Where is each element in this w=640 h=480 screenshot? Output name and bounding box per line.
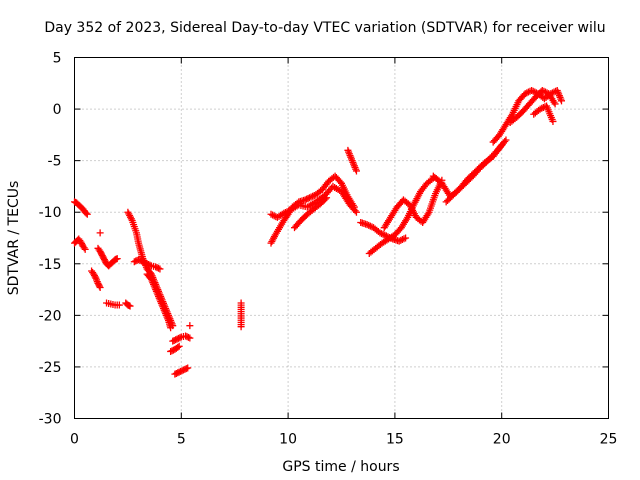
data-point bbox=[174, 343, 182, 351]
x-tick-label: 25 bbox=[600, 432, 618, 448]
data-point bbox=[501, 137, 509, 145]
data-point bbox=[549, 117, 557, 125]
y-tick-label: -30 bbox=[39, 412, 62, 428]
data-point bbox=[529, 87, 537, 95]
data-point bbox=[186, 322, 194, 330]
data-point bbox=[95, 282, 103, 290]
data-point bbox=[381, 231, 389, 239]
data-point bbox=[352, 167, 360, 175]
data-point bbox=[156, 265, 164, 273]
data-point bbox=[536, 105, 544, 113]
data-point bbox=[309, 192, 317, 200]
data-point bbox=[528, 87, 536, 95]
data-point bbox=[402, 234, 410, 242]
data-point bbox=[184, 333, 192, 341]
data-point bbox=[307, 193, 315, 201]
data-point bbox=[280, 209, 288, 217]
y-tick-labels: -30 -25 -20 -15 -10 -5 0 5 bbox=[39, 51, 62, 428]
data-point bbox=[127, 215, 135, 223]
data-point bbox=[323, 194, 331, 202]
data-point bbox=[96, 284, 104, 292]
data-point bbox=[538, 87, 546, 95]
data-point bbox=[395, 237, 403, 245]
data-point bbox=[305, 194, 313, 202]
data-point bbox=[267, 210, 275, 218]
data-point bbox=[400, 235, 408, 243]
data-point bbox=[365, 221, 373, 229]
data-point bbox=[176, 334, 184, 342]
y-tick-label: 0 bbox=[53, 102, 62, 118]
data-point bbox=[113, 255, 121, 263]
data-point bbox=[521, 90, 529, 98]
y-tick-label: -20 bbox=[39, 308, 62, 324]
data-point bbox=[558, 97, 566, 105]
chart-title: Day 352 of 2023, Sidereal Day-to-day VTE… bbox=[44, 20, 605, 36]
data-point bbox=[126, 302, 134, 310]
data-point bbox=[363, 221, 371, 229]
data-point bbox=[379, 230, 387, 238]
data-point bbox=[502, 136, 510, 144]
plot-frame bbox=[74, 57, 609, 419]
grid bbox=[74, 57, 609, 419]
x-tick-label: 20 bbox=[493, 432, 511, 448]
data-point bbox=[175, 342, 183, 350]
data-point bbox=[366, 222, 374, 230]
axis-ticks bbox=[74, 57, 609, 419]
data-point bbox=[146, 261, 154, 269]
x-tick-label: 10 bbox=[279, 432, 297, 448]
data-point bbox=[81, 245, 89, 253]
y-axis-label: SDTVAR / TECUs bbox=[6, 181, 22, 296]
data-point bbox=[237, 323, 245, 331]
data-point bbox=[524, 88, 532, 96]
data-point bbox=[352, 208, 360, 216]
data-point bbox=[283, 208, 291, 216]
x-tick-label: 0 bbox=[70, 432, 79, 448]
x-axis-label: GPS time / hours bbox=[282, 459, 399, 475]
y-tick-label: -15 bbox=[39, 257, 62, 273]
data-point bbox=[184, 364, 192, 372]
data-marks bbox=[71, 87, 566, 378]
data-point bbox=[80, 244, 88, 252]
x-tick-label: 15 bbox=[386, 432, 404, 448]
data-point bbox=[321, 195, 329, 203]
data-point bbox=[523, 89, 531, 97]
data-point bbox=[376, 229, 384, 237]
data-point bbox=[551, 100, 559, 108]
data-point bbox=[397, 236, 405, 244]
y-tick-label: 5 bbox=[53, 51, 62, 67]
data-point bbox=[115, 301, 123, 309]
x-tick-labels: 0 5 10 15 20 25 bbox=[70, 432, 617, 448]
data-point bbox=[96, 229, 104, 237]
data-point bbox=[155, 264, 163, 272]
x-tick-label: 5 bbox=[177, 432, 186, 448]
data-point bbox=[398, 236, 406, 244]
data-point bbox=[83, 210, 91, 218]
data-point bbox=[540, 87, 548, 95]
data-point bbox=[541, 88, 549, 96]
y-tick-label: -10 bbox=[39, 205, 62, 221]
data-point bbox=[186, 334, 194, 342]
y-tick-label: -5 bbox=[48, 154, 62, 170]
data-point bbox=[167, 324, 175, 332]
data-point bbox=[269, 211, 277, 219]
data-point bbox=[281, 208, 289, 216]
data-point bbox=[351, 207, 359, 215]
data-point bbox=[304, 194, 312, 202]
y-tick-label: -25 bbox=[39, 360, 62, 376]
data-point bbox=[378, 230, 386, 238]
data-point bbox=[182, 365, 190, 373]
data-point bbox=[82, 209, 90, 217]
data-point bbox=[91, 273, 99, 281]
